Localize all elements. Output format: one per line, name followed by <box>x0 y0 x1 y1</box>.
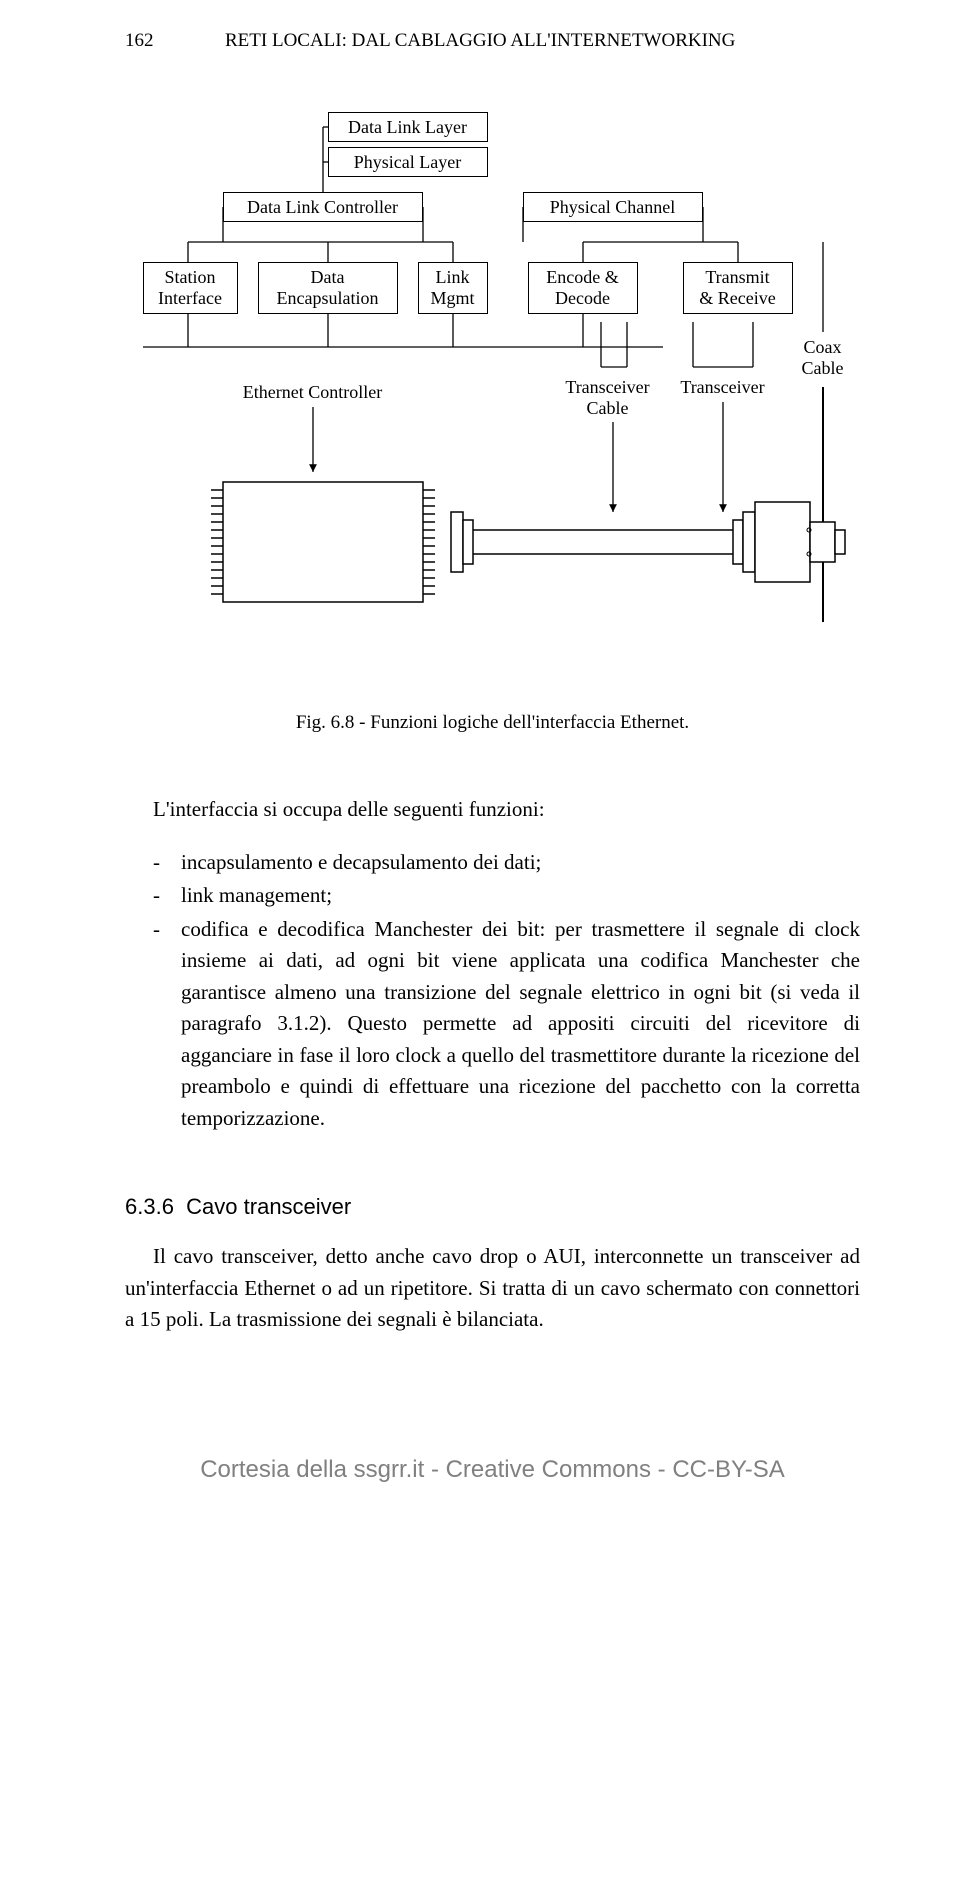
section-paragraph: Il cavo transceiver, detto anche cavo dr… <box>125 1241 860 1336</box>
page-header: 162 RETI LOCALI: DAL CABLAGGIO ALL'INTER… <box>125 30 860 52</box>
bullet-list: incapsulamento e decapsulamento dei dati… <box>153 847 860 1135</box>
list-item: incapsulamento e decapsulamento dei dati… <box>153 847 860 879</box>
diagram-lines <box>133 112 853 672</box>
header-title: RETI LOCALI: DAL CABLAGGIO ALL'INTERNETW… <box>225 30 860 52</box>
body-text: L'interfaccia si occupa delle seguenti f… <box>125 794 860 1134</box>
page-number: 162 <box>125 30 225 52</box>
list-item: link management; <box>153 880 860 912</box>
ethernet-interface-diagram: Data Link Layer Physical Layer Data Link… <box>133 112 853 672</box>
figure-caption: Fig. 6.8 - Funzioni logiche dell'interfa… <box>125 712 860 734</box>
section-heading: 6.3.6 Cavo transceiver <box>125 1194 860 1220</box>
footer-credit: Cortesia della ssgrr.it - Creative Commo… <box>125 1456 860 1484</box>
list-item: codifica e decodifica Manchester dei bit… <box>153 914 860 1135</box>
intro-line: L'interfaccia si occupa delle seguenti f… <box>125 794 860 826</box>
